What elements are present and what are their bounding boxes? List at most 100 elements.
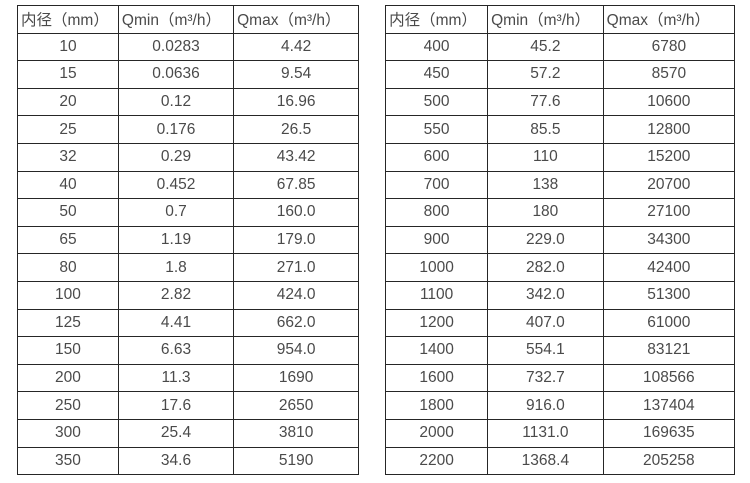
header-cell: 内径（mm） <box>385 5 489 34</box>
table-cell: 34300 <box>602 225 736 255</box>
table-row: 1800 916.0 137404 <box>385 391 736 420</box>
header-cell: Qmin（m³/h） <box>487 5 604 34</box>
table-row: 25 0.176 26.5 <box>17 115 360 144</box>
flow-table-small-diameters: 内径（mm） Qmin（m³/h） Qmax（m³/h） 10 0.0283 4.42 1… <box>17 5 360 476</box>
table-cell: 700 <box>385 170 489 200</box>
table-cell: 10 <box>17 32 119 62</box>
table-row: 100 2.82 424.0 <box>17 280 360 310</box>
table-cell: 25.4 <box>117 418 235 448</box>
table-row: 200 11.3 1690 <box>17 363 360 393</box>
table-cell: 1.8 <box>117 253 235 282</box>
table-cell: 180 <box>487 198 604 227</box>
table-cell: 83121 <box>602 336 736 365</box>
table-cell: 6780 <box>602 32 736 62</box>
table-cell: 271.0 <box>233 253 360 282</box>
table-cell: 500 <box>385 87 489 117</box>
table-cell: 3810 <box>233 418 360 448</box>
table-cell: 27100 <box>602 198 736 227</box>
table-cell: 51300 <box>602 280 736 310</box>
table-row: 300 25.4 3810 <box>17 418 360 448</box>
table-cell: 17.6 <box>117 391 235 420</box>
flow-table-large-diameters: 内径（mm） Qmin（m³/h） Qmax（m³/h） 400 45.2 6780 45… <box>385 5 736 476</box>
table-cell: 1100 <box>385 280 489 310</box>
table-cell: 15 <box>17 60 119 89</box>
table-cell: 1400 <box>385 336 489 365</box>
table-cell: 732.7 <box>487 363 604 393</box>
table-body: 400 45.2 6780 450 57.2 8570 500 77.6 10600 550 85.… <box>385 32 736 476</box>
table-row: 350 34.6 5190 <box>17 446 360 476</box>
table-cell: 1200 <box>385 308 489 338</box>
table-cell: 57.2 <box>487 60 604 89</box>
table-cell: 350 <box>17 446 119 476</box>
table-cell: 1.19 <box>117 225 235 255</box>
table-cell: 110 <box>487 142 604 172</box>
header-cell: Qmax（m³/h） <box>602 5 736 34</box>
table-cell: 42400 <box>602 253 736 282</box>
table-cell: 20700 <box>602 170 736 200</box>
table-cell: 160.0 <box>233 198 360 227</box>
table-cell: 26.5 <box>233 115 360 144</box>
table-row: 80 1.8 271.0 <box>17 253 360 282</box>
table-row: 1400 554.1 83121 <box>385 336 736 365</box>
table-row: 450 57.2 8570 <box>385 60 736 89</box>
table-cell: 80 <box>17 253 119 282</box>
table-row: 50 0.7 160.0 <box>17 198 360 227</box>
table-cell: 300 <box>17 418 119 448</box>
table-cell: 0.29 <box>117 142 235 172</box>
table-cell: 400 <box>385 32 489 62</box>
table-cell: 12800 <box>602 115 736 144</box>
table-row: 20 0.12 16.96 <box>17 87 360 117</box>
table-cell: 108566 <box>602 363 736 393</box>
table-cell: 11.3 <box>117 363 235 393</box>
table-cell: 16.96 <box>233 87 360 117</box>
table-cell: 45.2 <box>487 32 604 62</box>
table-cell: 0.452 <box>117 170 235 200</box>
table-cell: 424.0 <box>233 280 360 310</box>
table-cell: 600 <box>385 142 489 172</box>
table-cell: 800 <box>385 198 489 227</box>
table-cell: 0.0283 <box>117 32 235 62</box>
table-cell: 6.63 <box>117 336 235 365</box>
table-cell: 0.7 <box>117 198 235 227</box>
table-row: 600 110 15200 <box>385 142 736 172</box>
table-cell: 282.0 <box>487 253 604 282</box>
table-row: 1600 732.7 108566 <box>385 363 736 393</box>
table-cell: 954.0 <box>233 336 360 365</box>
table-cell: 65 <box>17 225 119 255</box>
table-cell: 550 <box>385 115 489 144</box>
table-cell: 554.1 <box>487 336 604 365</box>
table-cell: 1600 <box>385 363 489 393</box>
table-header: 内径（mm） Qmin（m³/h） Qmax（m³/h） <box>17 5 360 34</box>
table-cell: 407.0 <box>487 308 604 338</box>
header-row: 内径（mm） Qmin（m³/h） Qmax（m³/h） <box>385 5 736 34</box>
table-row: 900 229.0 34300 <box>385 225 736 255</box>
table-cell: 900 <box>385 225 489 255</box>
table-cell: 8570 <box>602 60 736 89</box>
table-cell: 137404 <box>602 391 736 420</box>
table-row: 125 4.41 662.0 <box>17 308 360 338</box>
table-header: 内径（mm） Qmin（m³/h） Qmax（m³/h） <box>385 5 736 34</box>
table-row: 15 0.0636 9.54 <box>17 60 360 89</box>
table-cell: 662.0 <box>233 308 360 338</box>
table-cell: 2.82 <box>117 280 235 310</box>
table-cell: 200 <box>17 363 119 393</box>
table-row: 2200 1368.4 205258 <box>385 446 736 476</box>
header-cell: 内径（mm） <box>17 5 119 34</box>
table-cell: 32 <box>17 142 119 172</box>
table-row: 400 45.2 6780 <box>385 32 736 62</box>
table-cell: 85.5 <box>487 115 604 144</box>
table-cell: 2000 <box>385 418 489 448</box>
table-cell: 67.85 <box>233 170 360 200</box>
table-row: 1200 407.0 61000 <box>385 308 736 338</box>
table-cell: 125 <box>17 308 119 338</box>
header-cell: Qmin（m³/h） <box>117 5 235 34</box>
table-cell: 5190 <box>233 446 360 476</box>
table-cell: 15200 <box>602 142 736 172</box>
table-cell: 4.41 <box>117 308 235 338</box>
table-row: 65 1.19 179.0 <box>17 225 360 255</box>
table-cell: 34.6 <box>117 446 235 476</box>
table-row: 40 0.452 67.85 <box>17 170 360 200</box>
table-cell: 150 <box>17 336 119 365</box>
table-cell: 205258 <box>602 446 736 476</box>
table-cell: 916.0 <box>487 391 604 420</box>
